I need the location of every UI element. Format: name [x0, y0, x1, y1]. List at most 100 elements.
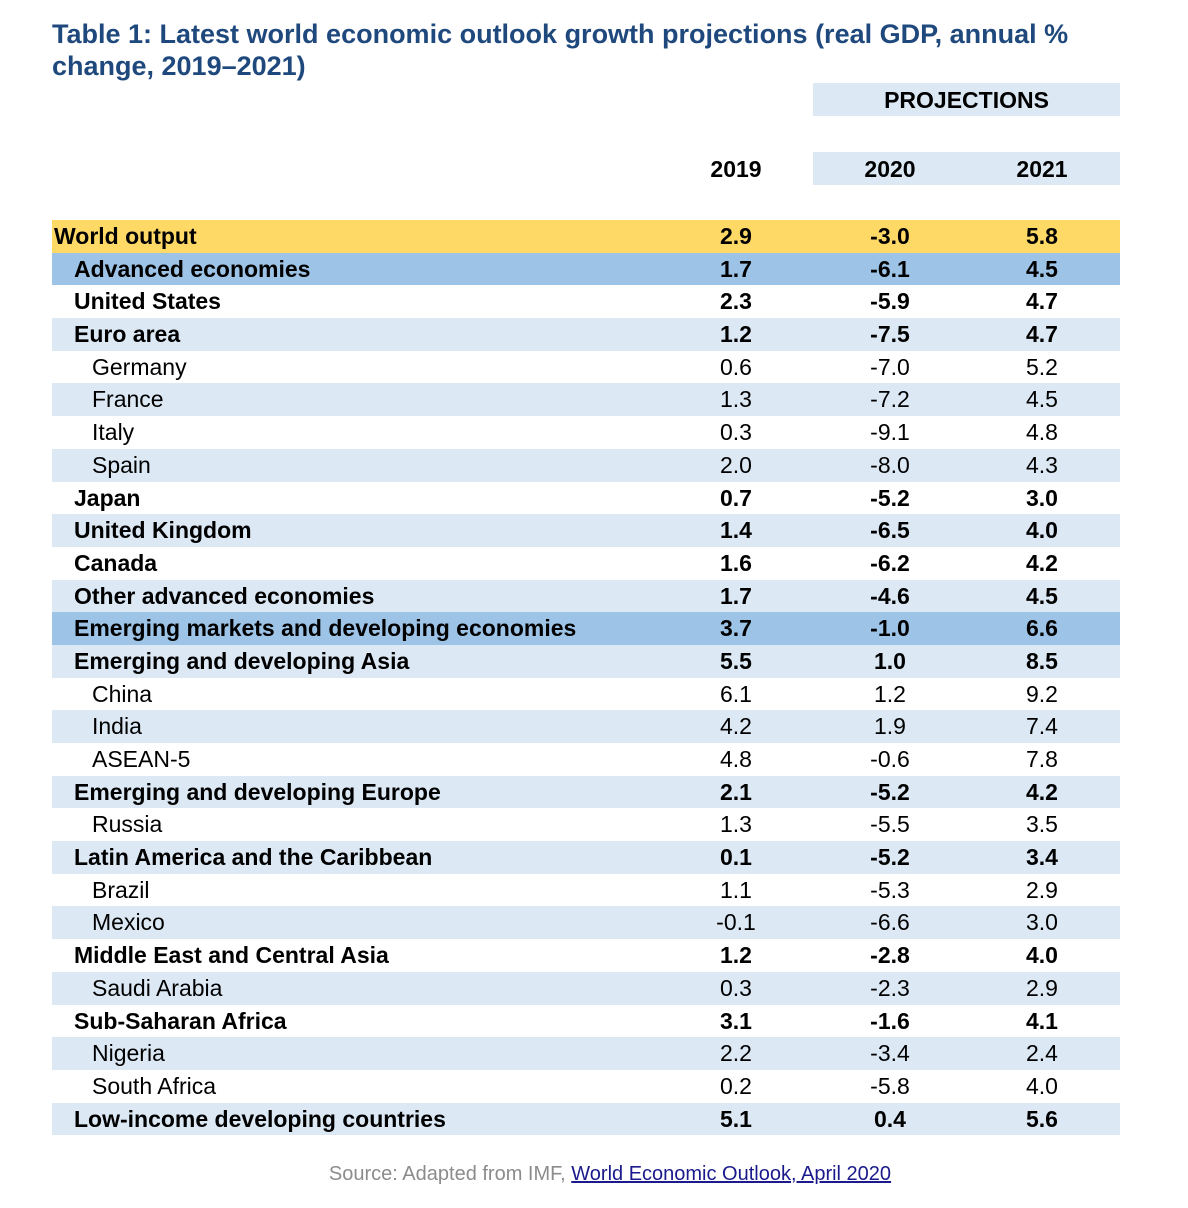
value-cell-2019: 0.3 — [720, 419, 752, 446]
value-cell-2021: 2.9 — [1026, 876, 1058, 903]
table-row: China 6.1 1.2 9.2 — [52, 678, 1120, 711]
table-row: India 4.2 1.9 7.4 — [52, 710, 1120, 743]
value-cell-2019: 3.1 — [720, 1007, 752, 1034]
value-cell-2020: -5.5 — [870, 811, 910, 838]
row-label: World output — [54, 223, 197, 249]
value-cell-2021: 8.5 — [1026, 647, 1058, 674]
value-cell-2019: 0.1 — [720, 844, 752, 871]
row-label: Spain — [92, 451, 151, 478]
row-label: India — [92, 713, 142, 740]
value-cell-2020: -6.6 — [870, 909, 910, 936]
source-link[interactable]: World Economic Outlook, April 2020 — [571, 1163, 892, 1185]
value-cell-2021: 3.5 — [1026, 811, 1058, 838]
row-label: China — [92, 680, 153, 707]
year-header-2021: 2021 — [1016, 156, 1068, 182]
row-label: United States — [74, 288, 221, 315]
projection-years-band — [813, 152, 1120, 185]
value-cell-2019: 1.2 — [720, 321, 752, 348]
value-cell-2020: 1.2 — [874, 680, 906, 707]
row-label: Emerging and developing Asia — [74, 647, 410, 674]
table-row: France 1.3 -7.2 4.5 — [52, 383, 1120, 417]
table-row: Italy 0.3 -9.1 4.8 — [52, 416, 1120, 449]
table-row: Other advanced economies 1.7 -4.6 4.5 — [52, 579, 1120, 613]
value-cell-2020: -2.8 — [870, 942, 910, 969]
value-cell-2021: 5.2 — [1026, 353, 1058, 380]
table-row: Saudi Arabia 0.3 -2.3 2.9 — [52, 971, 1120, 1005]
value-cell-2019: 0.3 — [720, 974, 752, 1001]
value-cell-2020: -1.6 — [870, 1007, 910, 1034]
value-cell-2021: 4.0 — [1026, 942, 1058, 969]
value-cell-2020: -1.0 — [870, 615, 910, 642]
value-cell-2019: 2.3 — [720, 288, 752, 315]
value-cell-2021: 7.4 — [1026, 713, 1058, 740]
year-header-2020: 2020 — [864, 156, 916, 182]
table-row: Euro area 1.2 -7.5 4.7 — [52, 318, 1120, 351]
table-row: United Kingdom 1.4 -6.5 4.0 — [52, 514, 1120, 547]
growth-table: World output 2.9 -3.0 5.8 Advanced economies… — [52, 220, 1120, 1136]
value-cell-2020: -7.0 — [870, 353, 910, 380]
value-cell-2021: 2.4 — [1026, 1040, 1058, 1067]
value-cell-2019: 0.2 — [720, 1072, 752, 1099]
row-label: Low-income developing countries — [74, 1105, 446, 1132]
value-cell-2020: 0.4 — [874, 1105, 906, 1132]
source-prefix: Source: Adapted from IMF, — [328, 1163, 572, 1185]
table-row: South Africa 0.2 -5.8 4.0 — [52, 1070, 1120, 1103]
value-cell-2020: -5.9 — [870, 288, 910, 315]
table-row: Spain 2.0 -8.0 4.3 — [52, 448, 1120, 482]
value-cell-2020: -7.2 — [870, 386, 910, 413]
value-cell-2019: 1.4 — [720, 517, 752, 544]
table-row: Nigeria 2.2 -3.4 2.4 — [52, 1037, 1120, 1070]
row-label: Italy — [92, 419, 135, 446]
value-cell-2019: 1.2 — [720, 942, 752, 969]
row-label: Latin America and the Caribbean — [74, 844, 433, 871]
value-cell-2021: 5.8 — [1026, 223, 1058, 249]
row-label: Germany — [92, 353, 187, 380]
value-cell-2021: 5.6 — [1026, 1105, 1058, 1132]
value-cell-2019: 2.1 — [720, 778, 752, 805]
value-cell-2021: 4.2 — [1026, 549, 1058, 576]
value-cell-2019: 0.6 — [720, 353, 752, 380]
source-note: Source: Adapted from IMF, World Economic… — [0, 1163, 1188, 1186]
table-row: Sub-Saharan Africa 3.1 -1.6 4.1 — [52, 1005, 1120, 1038]
table-row: Brazil 1.1 -5.3 2.9 — [52, 874, 1120, 907]
table-row: Mexico -0.1 -6.6 3.0 — [52, 906, 1120, 940]
value-cell-2021: 4.2 — [1026, 778, 1058, 805]
table-row: Germany 0.6 -7.0 5.2 — [52, 351, 1120, 384]
value-cell-2021: 7.8 — [1026, 746, 1058, 772]
value-cell-2019: 3.7 — [720, 615, 752, 642]
value-cell-2021: 4.0 — [1026, 517, 1058, 544]
row-label: Sub-Saharan Africa — [74, 1007, 287, 1034]
value-cell-2021: 4.7 — [1026, 321, 1058, 348]
value-cell-2020: 1.9 — [874, 713, 906, 740]
value-cell-2021: 3.4 — [1026, 844, 1058, 871]
table-row: United States 2.3 -5.9 4.7 — [52, 285, 1120, 318]
value-cell-2019: 2.2 — [720, 1040, 752, 1067]
value-cell-2019: 0.7 — [720, 484, 752, 511]
value-cell-2019: 4.2 — [720, 713, 752, 740]
value-cell-2021: 6.6 — [1026, 615, 1058, 642]
value-cell-2021: 2.9 — [1026, 974, 1058, 1001]
value-cell-2019: 1.3 — [720, 386, 752, 413]
value-cell-2021: 9.2 — [1026, 680, 1058, 707]
table-row: Japan 0.7 -5.2 3.0 — [52, 482, 1120, 515]
row-label: Russia — [92, 811, 163, 838]
table-row: Low-income developing countries 5.1 0.4 5.6 — [52, 1102, 1120, 1136]
table-title: Table 1: Latest world economic outlook g… — [52, 19, 1069, 81]
value-cell-2021: 4.0 — [1026, 1072, 1058, 1099]
row-label: Middle East and Central Asia — [74, 942, 389, 969]
value-cell-2020: -5.2 — [870, 844, 910, 871]
table-row: Latin America and the Caribbean 0.1 -5.2 3.… — [52, 841, 1120, 874]
value-cell-2021: 4.5 — [1026, 386, 1058, 413]
value-cell-2020: -5.8 — [870, 1072, 910, 1099]
value-cell-2020: -5.2 — [870, 778, 910, 805]
value-cell-2021: 4.7 — [1026, 288, 1058, 315]
row-label: Mexico — [92, 909, 165, 936]
row-label: Other advanced economies — [74, 582, 375, 609]
value-cell-2020: 1.0 — [874, 647, 906, 674]
value-cell-2019: 5.5 — [720, 647, 752, 674]
table-row: Emerging and developing Europe 2.1 -5.2 4.2 — [52, 775, 1120, 809]
value-cell-2019: 4.8 — [720, 746, 752, 772]
table-row: Russia 1.3 -5.5 3.5 — [52, 808, 1120, 841]
value-cell-2020: -9.1 — [870, 419, 910, 446]
value-cell-2020: -5.3 — [870, 876, 910, 903]
